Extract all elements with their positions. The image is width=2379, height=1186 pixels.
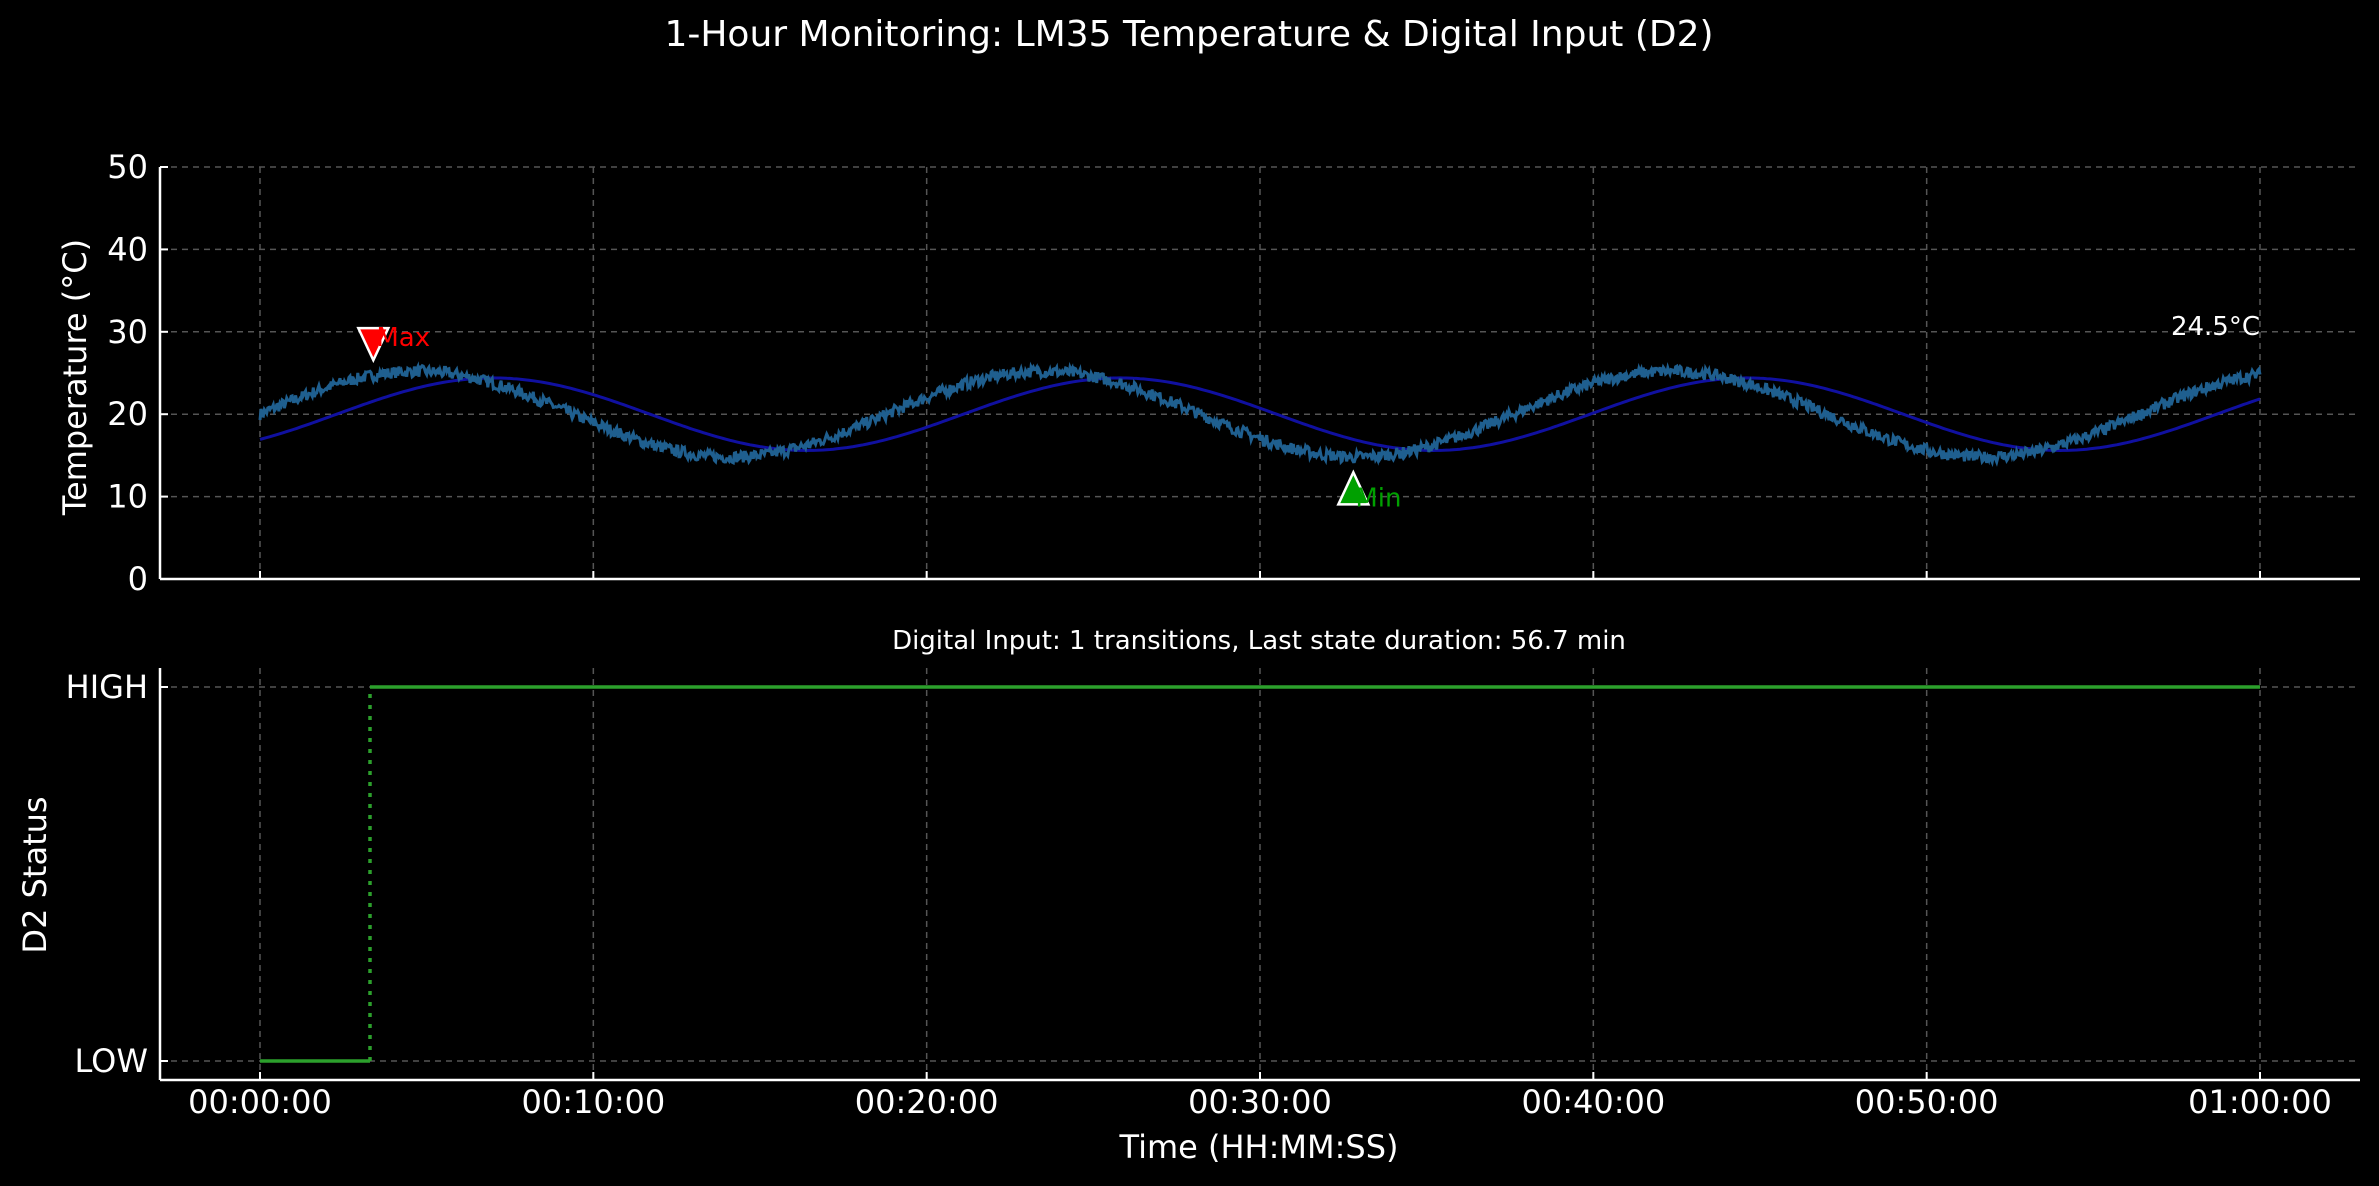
digital-input-subtitle: Digital Input: 1 transitions, Last state…: [892, 626, 1626, 656]
time-x-tick-label: 00:00:00: [188, 1083, 332, 1121]
digital-input-y-ticks: LOW HIGH: [66, 668, 168, 1080]
max-label: Max: [376, 323, 430, 353]
time-x-tick-label: 00:10:00: [521, 1083, 665, 1121]
temperature-axes: [158, 167, 2360, 581]
temperature-y-axis-label: Temperature (°C): [56, 239, 94, 516]
time-x-tick-label: 00:40:00: [1521, 1083, 1665, 1121]
digital-input-y-axis-label: D2 Status: [16, 796, 54, 953]
last-value-label: 24.5°C: [2171, 312, 2260, 342]
digital-y-tick-label: HIGH: [66, 668, 148, 706]
max-marker: [356, 326, 391, 364]
temperature-y-tick-label: 30: [107, 313, 148, 351]
temperature-y-tick-label: 0: [128, 560, 148, 598]
time-x-tick-label: 00:20:00: [855, 1083, 999, 1121]
temperature-y-tick-label: 10: [107, 478, 148, 516]
d2-state-line: [260, 685, 2260, 1063]
temperature-y-tick-label: 50: [107, 148, 148, 186]
time-x-ticks: 00:00:00 00:10:00 00:20:00 00:30:00 00:40:00…: [188, 1072, 2332, 1121]
temperature-y-tick-label: 20: [107, 395, 148, 433]
digital-y-tick-label: LOW: [74, 1042, 148, 1080]
time-x-tick-label: 01:00:00: [2188, 1083, 2332, 1121]
min-label: Min: [1355, 483, 1401, 513]
temperature-y-ticks: 0 10 20 30 40 50: [107, 148, 168, 598]
time-x-tick-label: 00:50:00: [1855, 1083, 1999, 1121]
time-x-tick-label: 00:30:00: [1188, 1083, 1332, 1121]
digital-input-panel: Digital Input: 1 transitions, Last state…: [16, 626, 2360, 1166]
reference-temperature-line: [259, 376, 2261, 453]
temperature-y-tick-label: 40: [107, 230, 148, 268]
temperature-panel: 0 10 20 30 40 50 Max Min 24.5°C Temperature (°C…: [56, 148, 2360, 598]
figure-title: 1-Hour Monitoring: LM35 Temperature & Di…: [664, 14, 1713, 55]
min-marker: [1336, 469, 1371, 506]
temperature-annotations: Max Min 24.5°C: [356, 312, 2260, 513]
measured-temperature-line: [258, 361, 2262, 468]
time-x-axis-label: Time (HH:MM:SS): [1119, 1128, 1399, 1166]
